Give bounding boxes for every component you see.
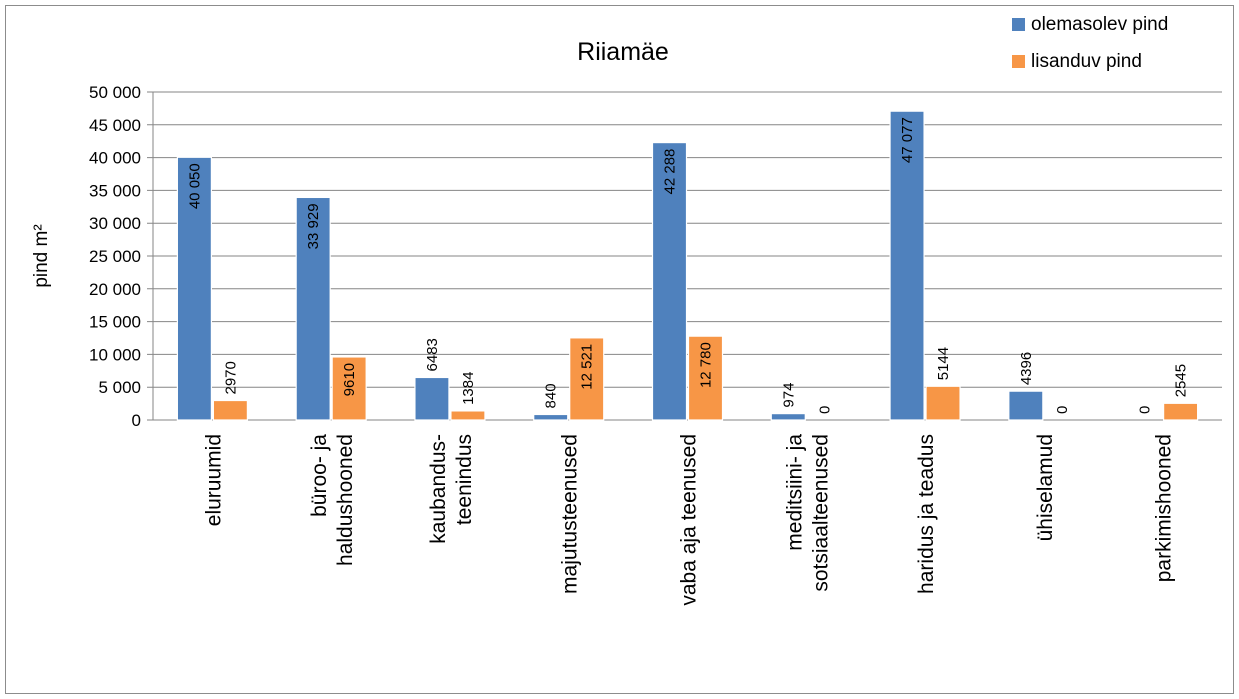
x-category-label: büroo- ja xyxy=(308,434,331,517)
data-label: 1384 xyxy=(460,372,477,405)
data-label: 5144 xyxy=(935,347,952,380)
bar xyxy=(176,156,212,421)
y-tick-label: 30 000 xyxy=(89,214,141,233)
y-tick-label: 10 000 xyxy=(89,345,141,364)
y-tick-label: 15 000 xyxy=(89,313,141,332)
data-label: 40 050 xyxy=(186,163,203,209)
data-label: 12 780 xyxy=(698,342,715,388)
y-axis-ticks: 0 5 000 10 000 15 000 20 000 25 000 30 000 35 0… xyxy=(89,83,141,430)
data-label: 6483 xyxy=(424,338,441,371)
bar xyxy=(925,385,961,421)
bar xyxy=(651,141,688,421)
x-category-label: eluruumid xyxy=(202,434,225,526)
bar xyxy=(1008,390,1044,421)
bar xyxy=(450,410,486,421)
bar xyxy=(770,413,806,421)
bar xyxy=(414,376,450,421)
y-tick-label: 5 000 xyxy=(98,378,141,397)
bar xyxy=(569,337,605,421)
data-label: 9610 xyxy=(341,363,358,396)
x-category-label: meditsiini- ja xyxy=(783,434,806,551)
bar xyxy=(331,356,367,421)
x-axis-categories: eluruumid büroo- ja haldushooned kaubandus-… xyxy=(202,434,1175,606)
chart-title: Riiamäe xyxy=(577,38,669,66)
x-category-label: kaubandus- xyxy=(427,434,450,544)
bar xyxy=(889,110,925,421)
data-label: 33 929 xyxy=(305,203,322,249)
data-label: 840 xyxy=(543,383,560,408)
y-axis-title: pind m² xyxy=(31,224,52,287)
bar xyxy=(533,413,569,421)
x-category-label: sotsiaalteenused xyxy=(809,434,832,592)
data-label: 42 288 xyxy=(662,149,679,195)
x-category-label: ühiselamud xyxy=(1034,434,1057,541)
legend-swatch xyxy=(1012,55,1025,68)
data-label: 4396 xyxy=(1018,352,1035,385)
data-labels: 40 050 33 929 6483 840 42 288 974 47 077 4396 0 2… xyxy=(186,117,1189,414)
legend-label: lisanduv pind xyxy=(1031,51,1142,72)
y-tick-label: 40 000 xyxy=(89,149,141,168)
bar xyxy=(1163,402,1199,421)
legend-label: olemasolev pind xyxy=(1031,14,1168,35)
bar-series xyxy=(176,110,1199,421)
data-label: 0 xyxy=(1054,406,1071,414)
y-tick-label: 35 000 xyxy=(89,181,141,200)
data-label: 2970 xyxy=(222,361,239,394)
data-label: 0 xyxy=(816,406,833,414)
x-category-label: haldushooned xyxy=(334,434,357,566)
legend-swatch xyxy=(1012,18,1025,31)
bar xyxy=(687,335,724,421)
x-category-label: parkimishooned xyxy=(1153,434,1176,582)
data-label: 47 077 xyxy=(899,117,916,163)
x-category-label: majutusteenused xyxy=(559,434,582,594)
data-label: 0 xyxy=(1137,406,1154,414)
bar xyxy=(295,196,331,421)
data-label: 12 521 xyxy=(579,344,596,390)
data-label: 2545 xyxy=(1173,364,1190,397)
y-tick-label: 20 000 xyxy=(89,280,141,299)
y-tick-label: 25 000 xyxy=(89,247,141,266)
x-category-label: vaba aja teenused xyxy=(678,434,701,606)
bar xyxy=(212,399,248,421)
data-label: 974 xyxy=(780,383,797,408)
y-tick-label: 0 xyxy=(132,411,141,430)
y-tick-label: 50 000 xyxy=(89,83,141,102)
chart-frame xyxy=(5,5,1234,694)
x-category-label: teenindus xyxy=(453,434,476,525)
x-category-label: haridus ja teadus xyxy=(915,434,938,594)
legend: olemasolev pind lisanduv pind xyxy=(1012,14,1168,72)
y-tick-label: 45 000 xyxy=(89,116,141,135)
